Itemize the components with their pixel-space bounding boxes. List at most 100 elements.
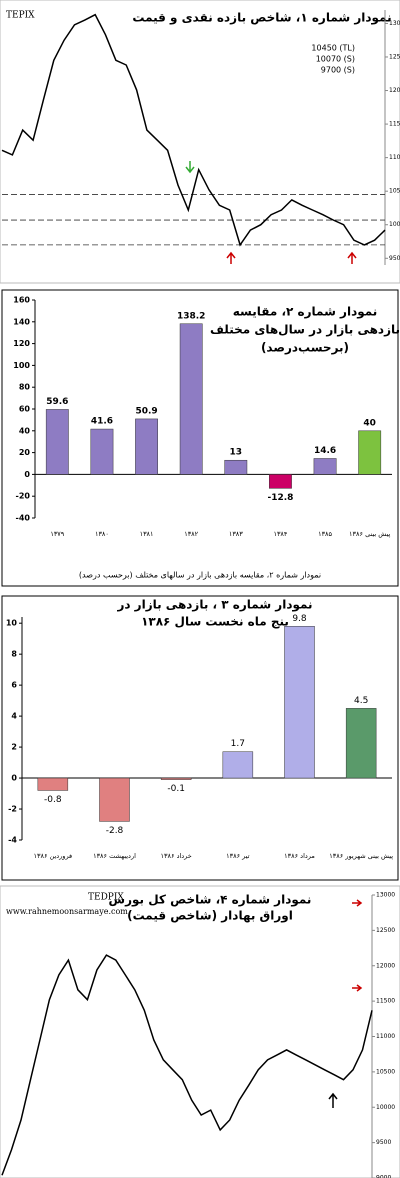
panel-frame	[0, 885, 400, 1178]
bar	[224, 459, 248, 475]
y-tick-label: 10000	[389, 221, 400, 228]
x-tick-label: تیر ۱۳۸۶	[226, 852, 250, 860]
value-label: 4.5	[354, 696, 368, 706]
panel-frame	[0, 0, 400, 284]
bar	[345, 708, 377, 779]
value-label: 41.6	[91, 417, 113, 427]
x-tick-label: پیش بینی شهریور ۱۳۸۶	[329, 852, 393, 860]
reference-label: 10070 (S)	[316, 55, 355, 64]
value-label: -0.1	[167, 784, 185, 794]
chart-title: بازدهی بازار در سال‌های مختلف	[210, 323, 400, 337]
arrow	[226, 251, 236, 264]
y-tick-label: 8	[11, 650, 17, 659]
bar	[135, 418, 158, 475]
y-tick-label: 12500	[389, 53, 400, 60]
source: www.rahnemoonsarmaye.com	[6, 907, 128, 916]
y-tick-label: 0	[24, 470, 30, 479]
x-tick-label: مرداد ۱۳۸۶	[284, 852, 315, 860]
bar	[45, 409, 69, 475]
y-tick-label: 11000	[376, 1033, 395, 1040]
y-tick-label: 10000	[376, 1104, 395, 1111]
bar	[284, 626, 315, 779]
bar	[160, 777, 192, 780]
x-tick-label: ۱۳۸۲	[184, 530, 198, 538]
y-tick-label: 9500	[389, 255, 400, 262]
bar	[358, 430, 382, 475]
index-label: TEDPIX	[88, 893, 124, 903]
x-tick-label: خرداد ۱۳۸۶	[161, 852, 192, 860]
arrow	[185, 161, 195, 174]
y-tick-label: 10	[6, 619, 18, 628]
y-tick-label: 20	[19, 448, 31, 457]
bar	[313, 458, 337, 475]
panel-frame	[1, 595, 399, 881]
x-tick-label: ۱۳۸۵	[318, 530, 332, 538]
value-label: 13	[230, 448, 243, 458]
line	[1, 954, 373, 1176]
y-tick-label: 80	[19, 383, 31, 392]
index-label: TEPIX	[6, 11, 35, 21]
y-tick-label: 100	[13, 361, 30, 370]
y-tick-label: 9500	[376, 1139, 391, 1146]
chart-title: اوراق بهادار (شاخص قیمت)	[127, 909, 293, 924]
bar	[222, 751, 254, 779]
bar	[99, 777, 130, 822]
y-tick-label: 12000	[376, 962, 395, 969]
value-label: 1.7	[231, 739, 245, 749]
value-label: 9.8	[292, 614, 307, 624]
bar	[90, 428, 114, 475]
y-tick-label: 12000	[389, 87, 400, 94]
arrow	[352, 899, 363, 907]
y-tick-label: 140	[13, 317, 30, 326]
reference-label: 9700 (S)	[321, 66, 355, 75]
x-tick-label: فروردین ۱۳۸۶	[33, 852, 72, 860]
x-tick-label: ۱۳۸۳	[229, 530, 243, 538]
value-label: -2.8	[106, 826, 124, 836]
chart-title: (برحسب‌درصد)	[261, 341, 349, 355]
caption: نمودار شماره ۲، مقایسه بازدهی بازار در س…	[79, 571, 321, 580]
arrow	[347, 251, 357, 264]
chart-title: نمودار شماره ۱، شاخص بازده نقدی و قیمت	[132, 11, 391, 26]
y-tick-label: 10500	[376, 1068, 395, 1075]
y-tick-label: 11500	[376, 998, 395, 1005]
x-tick-label: پیش بینی ۱۳۸۶	[349, 530, 390, 538]
value-label: 59.6	[46, 397, 68, 407]
y-tick-label: 120	[13, 339, 30, 348]
y-tick-label: 60	[19, 405, 31, 414]
y-tick-label: 13000	[389, 20, 400, 27]
y-tick-label: 4	[11, 712, 17, 721]
chart-title: نمودار شماره ۲، مقایسه	[233, 305, 378, 320]
value-label: 14.6	[314, 446, 336, 456]
y-tick-label: 40	[19, 426, 31, 435]
x-tick-label: ۱۳۷۹	[50, 530, 64, 538]
y-tick-label: 11500	[389, 121, 400, 128]
y-tick-label: 160	[13, 296, 30, 305]
arrow	[328, 1092, 338, 1108]
y-tick-label: 6	[11, 681, 17, 690]
bar	[269, 474, 292, 489]
chart-title: نمودار شماره ۴، شاخص کل بورس	[109, 893, 312, 908]
line	[1, 13, 386, 247]
y-tick-label: -40	[16, 514, 31, 523]
x-tick-label: ۱۳۸۴	[273, 530, 287, 538]
y-tick-label: -20	[16, 492, 31, 501]
x-tick-label: اردیبهشت ۱۳۸۶	[93, 852, 136, 860]
value-label: 40	[363, 418, 376, 428]
y-tick-label: -4	[8, 836, 17, 845]
x-tick-label: ۱۳۸۱	[140, 530, 154, 538]
y-tick-label: 13000	[376, 892, 395, 899]
value-label: -0.8	[44, 795, 62, 805]
y-tick-label: 12500	[376, 927, 395, 934]
y-tick-label: 2	[11, 743, 17, 752]
value-label: 50.9	[135, 406, 157, 416]
reference-label: 10450 (TL)	[311, 44, 355, 53]
y-tick-label: 11000	[389, 154, 400, 161]
y-tick-label: 10500	[389, 188, 400, 195]
y-tick-label: -2	[8, 805, 17, 814]
chart-title: پنج ماه نخست سال ۱۳۸۶	[141, 615, 289, 629]
chart-title: نمودار شماره ۳ ، بازدهی بازار در	[116, 598, 312, 613]
arrow	[352, 984, 363, 992]
y-tick-label: 9000	[376, 1175, 391, 1178]
value-label: -12.8	[267, 493, 293, 503]
